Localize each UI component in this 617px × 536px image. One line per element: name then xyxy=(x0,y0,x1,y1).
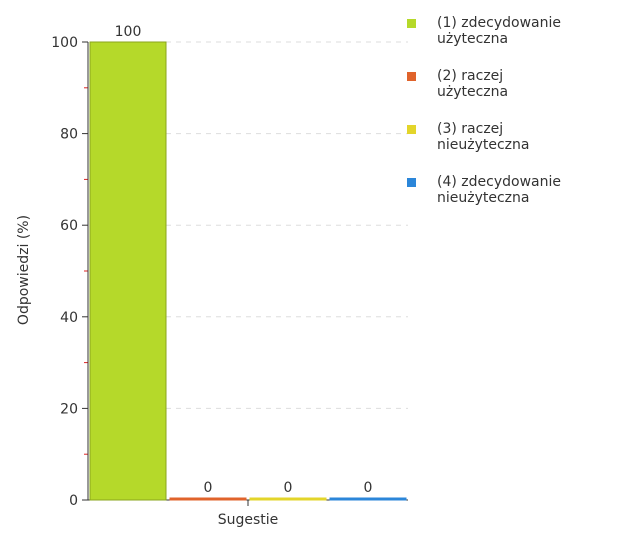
legend-item-1: (1) zdecydowanie użyteczna xyxy=(405,15,615,47)
bar-value-label-3: 0 xyxy=(284,480,293,496)
bar-series-1 xyxy=(89,41,167,501)
axis-layer: 0 20 40 60 80 100 xyxy=(51,35,408,509)
grid-layer xyxy=(166,41,408,409)
y-tick-label: 100 xyxy=(51,35,78,51)
legend-label: (3) raczej nieużyteczna xyxy=(437,121,530,153)
legend-item-4: (4) zdecydowanie nieużyteczna xyxy=(405,174,615,206)
y-tick-label: 0 xyxy=(69,493,78,509)
legend-swatch xyxy=(407,178,416,187)
y-axis-title: Odpowiedzi (%) xyxy=(16,215,32,325)
bar-value-label-4: 0 xyxy=(364,480,373,496)
legend-label: (1) zdecydowanie użyteczna xyxy=(437,15,561,47)
bar-value-label-1: 100 xyxy=(115,24,142,40)
bar-value-label-2: 0 xyxy=(204,480,213,496)
x-axis-title: Sugestie xyxy=(218,512,279,528)
legend-label: (2) raczej użyteczna xyxy=(437,68,509,100)
y-tick-label: 80 xyxy=(60,127,78,143)
legend-item-3: (3) raczej nieużyteczna xyxy=(405,121,615,153)
bar-series-2 xyxy=(169,497,247,501)
legend-swatch xyxy=(407,72,416,81)
y-tick-label: 60 xyxy=(60,218,78,234)
bar-series-3 xyxy=(249,497,327,501)
legend-swatch xyxy=(407,19,416,28)
label-layer: 100 0 0 0 xyxy=(115,24,373,496)
legend-label: (4) zdecydowanie nieużyteczna xyxy=(437,174,561,206)
bar-series-4 xyxy=(329,497,407,501)
chart-legend: (1) zdecydowanie użyteczna (2) raczej uży… xyxy=(405,15,615,227)
y-tick-label: 20 xyxy=(60,401,78,417)
y-tick-label: 40 xyxy=(60,310,78,326)
bar-layer xyxy=(89,41,407,501)
legend-swatch xyxy=(407,125,416,134)
legend-item-2: (2) raczej użyteczna xyxy=(405,68,615,100)
